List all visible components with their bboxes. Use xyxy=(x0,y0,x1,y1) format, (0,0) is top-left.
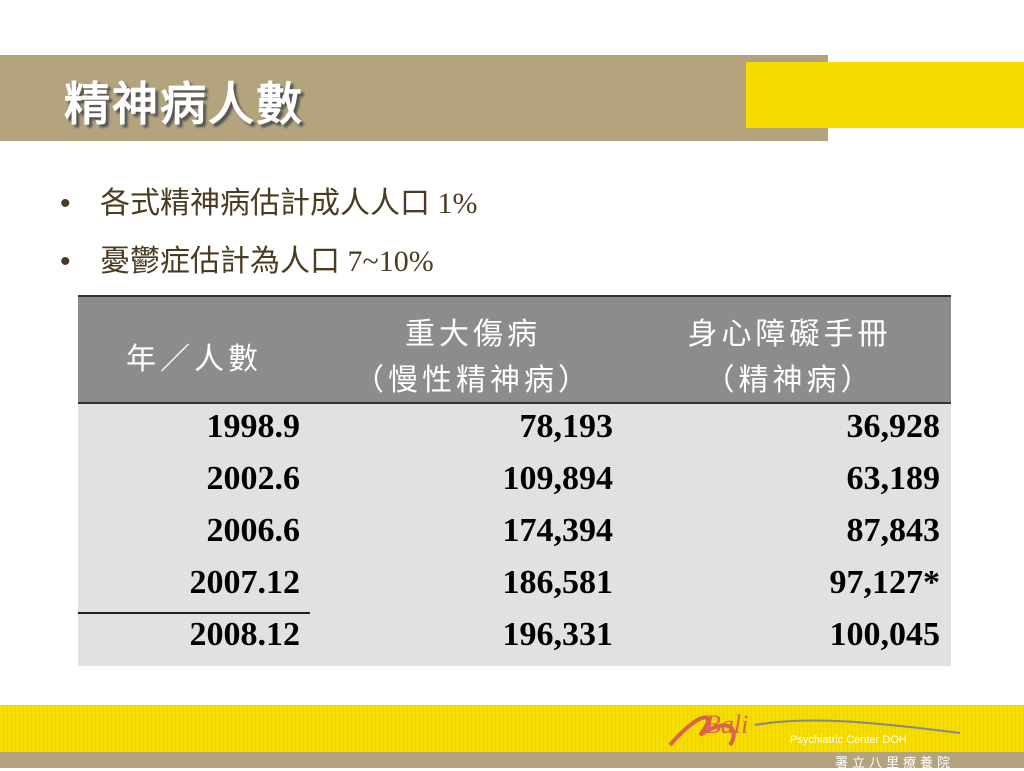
org-english: Psychiatric Center DOH xyxy=(790,734,907,746)
table-cell: 78,193 xyxy=(519,408,614,445)
table-cell: 186,581 xyxy=(502,564,614,601)
table-cell: 2002.6 xyxy=(206,460,301,497)
logo-text: Bali xyxy=(705,710,748,739)
row-divider xyxy=(78,612,310,614)
table-cell: 100,045 xyxy=(829,616,941,653)
header-cell: 身心障礙手冊 xyxy=(687,318,892,351)
table-cell: 2008.12 xyxy=(189,616,301,653)
table-cell: 109,894 xyxy=(502,460,614,497)
table-cell: 97,127* xyxy=(829,564,941,601)
bullet: 憂鬱症估計為人口 7~10% xyxy=(60,236,434,280)
table-cell: 2007.12 xyxy=(189,564,301,601)
table-cell: 87,843 xyxy=(846,512,941,549)
table-header: 年／人數 重大傷病 （慢性精神病） 身心障礙手冊 （精神病） xyxy=(78,295,951,404)
header-cell: （精神病） xyxy=(704,364,875,397)
table: 年／人數 重大傷病 （慢性精神病） 身心障礙手冊 （精神病） 1998.9 78,193 3… xyxy=(78,295,951,666)
table-cell: 174,394 xyxy=(502,512,614,549)
logo-line xyxy=(754,719,961,734)
org-chinese: 署立八里療養院 xyxy=(835,755,955,770)
table-cell: 36,928 xyxy=(846,408,941,445)
table-cell: 63,189 xyxy=(846,460,941,497)
accent-block xyxy=(746,62,1024,128)
table-cell: 2006.6 xyxy=(206,512,301,549)
bullet: 各式精神病估計成人人口 1% xyxy=(60,178,478,222)
slide-title: 精神病人數 xyxy=(64,79,304,130)
header-cell: 年／人數 xyxy=(126,343,262,376)
logo-swoosh xyxy=(668,715,736,747)
footer-base: 署立八里療養院 xyxy=(0,752,1024,770)
title-band xyxy=(0,55,828,141)
header-cell: 重大傷病 xyxy=(405,318,541,351)
header-cell: （慢性精神病） xyxy=(354,364,592,397)
footer-band: Bali Psychiatric Center DOH xyxy=(0,705,1024,753)
logo: Bali Psychiatric Center DOH xyxy=(668,710,961,747)
table-cell: 196,331 xyxy=(502,616,614,653)
table-cell: 1998.9 xyxy=(206,408,301,445)
